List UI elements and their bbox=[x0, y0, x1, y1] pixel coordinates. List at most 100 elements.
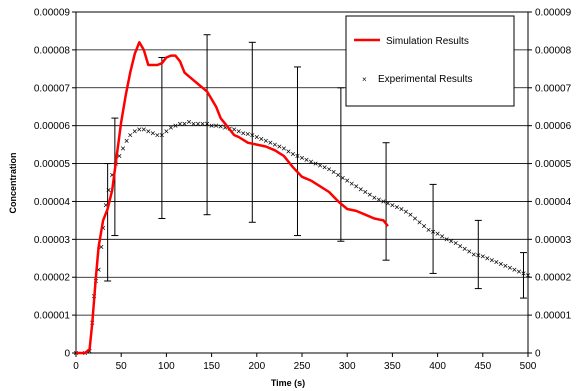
x-tick-label: 200 bbox=[248, 361, 265, 372]
x-tick-label: 300 bbox=[339, 361, 356, 372]
experimental-point bbox=[507, 265, 512, 270]
x-tick-label: 100 bbox=[158, 361, 175, 372]
y-tick-label-left: 0.00001 bbox=[34, 311, 71, 322]
experimental-point bbox=[385, 201, 390, 206]
experimental-point bbox=[336, 172, 341, 177]
y-axis-label: Concentration bbox=[8, 152, 18, 213]
experimental-point bbox=[458, 244, 463, 249]
experimental-point bbox=[106, 188, 111, 193]
experimental-point bbox=[214, 123, 219, 128]
experimental-point bbox=[498, 261, 503, 267]
experimental-point bbox=[440, 234, 445, 239]
experimental-point bbox=[205, 121, 210, 126]
y-tick-label-right: 0.00004 bbox=[535, 197, 572, 208]
experimental-point bbox=[358, 187, 363, 192]
experimental-point bbox=[485, 256, 490, 261]
experimental-point bbox=[177, 121, 183, 126]
simulation-line bbox=[76, 41, 389, 355]
y-tick-label-right: 0.00003 bbox=[535, 235, 572, 246]
experimental-point bbox=[381, 199, 386, 204]
experimental-point bbox=[512, 267, 517, 272]
experimental-point bbox=[421, 224, 427, 229]
experimental-point bbox=[218, 124, 223, 129]
experimental-point bbox=[417, 220, 422, 225]
experimental-point bbox=[426, 227, 431, 232]
experimental-point bbox=[322, 165, 327, 170]
experimental-point bbox=[200, 121, 205, 126]
y-tick-label-right: 0.00005 bbox=[535, 159, 572, 170]
experimental-point bbox=[403, 209, 409, 214]
experimental-point bbox=[236, 129, 241, 134]
y-tick-label-left: 0.00004 bbox=[34, 197, 71, 208]
experimental-point bbox=[99, 244, 104, 249]
experimental-point bbox=[503, 263, 508, 268]
legend: Simulation Results × Experimental Result… bbox=[345, 15, 515, 107]
legend-experimental-label: Experimental Results bbox=[378, 74, 472, 85]
y-tick-label-left: 0 bbox=[64, 349, 70, 360]
experimental-point bbox=[372, 195, 377, 200]
y-tick-label-left: 0.00007 bbox=[34, 83, 71, 94]
y-tick-label-left: 0.00009 bbox=[34, 8, 71, 19]
y-tick-label-right: 0.00007 bbox=[535, 83, 572, 94]
x-tick-label: 0 bbox=[73, 361, 79, 372]
experimental-point bbox=[313, 161, 318, 166]
y-tick-label-left: 0.00006 bbox=[34, 121, 71, 132]
experimental-point bbox=[327, 167, 332, 172]
legend-experimental-marker: × bbox=[362, 75, 367, 84]
x-axis-label: Time (s) bbox=[271, 378, 305, 388]
x-tick-label: 50 bbox=[116, 361, 128, 372]
x-tick-label: 250 bbox=[294, 361, 311, 372]
x-tick-label: 350 bbox=[384, 361, 401, 372]
experimental-point bbox=[476, 253, 481, 258]
x-tick-label: 450 bbox=[474, 361, 491, 372]
y-tick-label-right: 0.00002 bbox=[535, 273, 572, 284]
experimental-point bbox=[120, 146, 126, 151]
experimental-point bbox=[128, 133, 133, 138]
experimental-point bbox=[462, 246, 467, 251]
error-bars bbox=[104, 34, 527, 299]
y-tick-label-left: 0.00003 bbox=[34, 235, 71, 246]
experimental-point bbox=[241, 131, 246, 136]
experimental-point bbox=[137, 127, 142, 132]
experimental-point bbox=[290, 152, 296, 157]
experimental-point bbox=[124, 138, 129, 143]
y-tick-label-right: 0.00008 bbox=[535, 45, 572, 56]
experimental-point bbox=[489, 258, 494, 263]
experimental-point bbox=[308, 159, 314, 164]
experimental-point bbox=[453, 241, 458, 246]
y-tick-label-left: 0.00005 bbox=[34, 159, 71, 170]
experimental-point bbox=[263, 138, 268, 143]
experimental-point bbox=[435, 231, 440, 236]
experimental-point bbox=[245, 131, 250, 137]
experimental-point bbox=[516, 269, 522, 274]
experimental-point bbox=[250, 133, 255, 138]
experimental-point bbox=[449, 239, 454, 244]
experimental-point bbox=[354, 184, 359, 189]
experimental-point bbox=[444, 237, 449, 242]
experimental-point bbox=[494, 260, 499, 265]
experimental-point bbox=[431, 229, 436, 234]
experimental-point bbox=[281, 146, 286, 151]
experimental-point bbox=[363, 189, 368, 195]
experimental-point bbox=[467, 249, 472, 254]
x-tick-label: 150 bbox=[203, 361, 220, 372]
experimental-point bbox=[304, 157, 309, 162]
y-tick-label-right: 0.00009 bbox=[535, 8, 572, 19]
experimental-point bbox=[286, 149, 291, 154]
experimental-point bbox=[480, 254, 485, 259]
experimental-point bbox=[141, 127, 146, 132]
experimental-point bbox=[254, 134, 259, 140]
experimental-point bbox=[345, 178, 350, 183]
y-tick-label-right: 0.00006 bbox=[535, 121, 572, 132]
experimental-point bbox=[117, 153, 122, 159]
experimental-point bbox=[376, 197, 381, 202]
experimental-point bbox=[295, 153, 300, 159]
y-tick-label-right: 0 bbox=[535, 349, 541, 360]
experimental-point bbox=[168, 125, 173, 130]
experimental-point bbox=[159, 133, 164, 138]
experimental-point bbox=[259, 136, 264, 141]
experimental-point bbox=[399, 206, 404, 212]
experimental-point bbox=[318, 163, 323, 168]
experimental-point bbox=[232, 127, 237, 132]
experimental-point bbox=[186, 119, 192, 124]
